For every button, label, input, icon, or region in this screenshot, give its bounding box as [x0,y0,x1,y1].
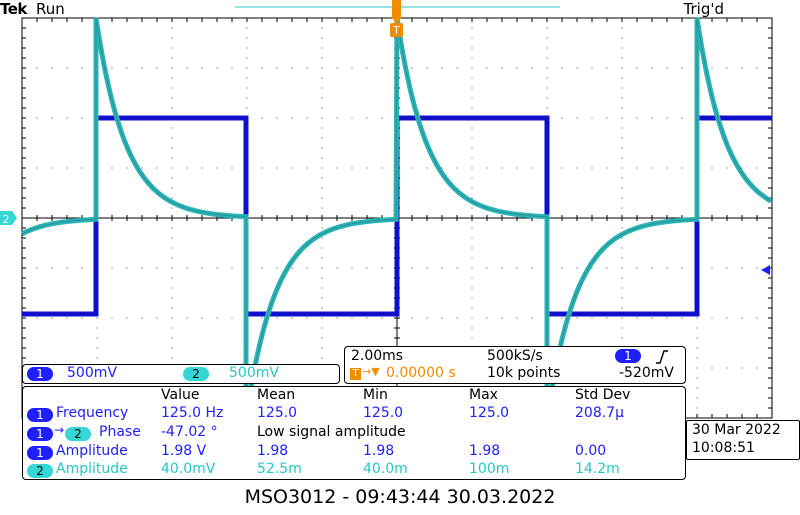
meas-row1-mean: 125.0 [257,405,298,421]
trigger-position-marker[interactable]: T [390,0,403,37]
meas-row4-min: 40.0m [363,461,408,477]
timebase-box[interactable]: 2.00ms 500kS/s 1 T →▼ 0.00000 s 10k poin… [344,346,686,384]
meas-row4-max: 100m [469,461,510,477]
meas-row3-mean: 1.98 [257,443,289,459]
col-header-value: Value [161,387,200,403]
meas-row1-name: Frequency [56,405,129,421]
col-header-max: Max [469,387,498,403]
brand-logo: Tek [0,0,27,18]
meas-row3-std: 0.00 [575,443,607,459]
ch2-ground-marker[interactable]: 2 [0,211,17,226]
ch1-badge[interactable]: 1 [27,367,53,381]
channel-scale-box[interactable]: 1 500mV 2 500mV [22,364,340,384]
meas-row1-min: 125.0 [363,405,404,421]
record-length: 10k points [487,365,561,381]
ch2-ground-label: 2 [3,213,10,226]
meas-row4-name: Amplitude [56,461,128,477]
meas-row3-ch[interactable]: 1 [27,446,53,460]
date-display: 30 Mar 2022 [692,422,781,438]
meas-row1-value: 125.0 Hz [161,405,224,421]
trigger-pos-icon: T [350,368,361,380]
ch2-waveform-core [21,17,772,419]
arrow-right-icon: → [54,423,65,437]
meas-row1-std: 208.7µ [575,405,624,421]
measurement-panel[interactable]: Value Mean Min Max Std Dev 1 Frequency 1… [22,386,686,480]
trigger-source-badge[interactable]: 1 [615,349,641,363]
trigger-position: 0.00000 s [386,365,456,381]
sample-rate: 500kS/s [487,348,543,364]
meas-row4-std: 14.2m [575,461,620,477]
meas-row3-name: Amplitude [56,443,128,459]
run-state: Run [36,0,65,18]
meas-row3-min: 1.98 [363,443,395,459]
meas-row2-ch2[interactable]: 2 [65,427,91,441]
trigger-level: -520mV [619,365,674,381]
ch1-scale: 500mV [67,365,117,381]
meas-row3-value: 1.98 V [161,443,207,459]
col-header-min: Min [363,387,388,403]
meas-row2-ch[interactable]: 1 [27,427,53,441]
meas-row2-note: Low signal amplitude [257,424,406,440]
ch2-badge[interactable]: 2 [183,367,209,381]
meas-row3-max: 1.98 [469,443,501,459]
meas-row2-name: Phase [99,424,141,440]
col-header-mean: Mean [257,387,296,403]
rising-edge-icon [656,350,668,364]
meas-row4-ch[interactable]: 2 [27,464,53,478]
trigger-marker-label: T [392,24,400,37]
arrow-icon: →▼ [362,365,380,378]
trigger-level-arrow-icon[interactable] [761,265,770,275]
trigger-status: Trig'd [683,0,724,18]
ch2-scale: 500mV [229,365,279,381]
instrument-footer: MSO3012 - 09:43:44 30.03.2022 [244,486,556,508]
meas-row4-mean: 52.5m [257,461,302,477]
meas-row4-value: 40.0mV [161,461,216,477]
col-header-stddev: Std Dev [575,387,631,403]
meas-row1-ch[interactable]: 1 [27,408,53,422]
datetime-box: 30 Mar 2022 10:08:51 [686,420,800,460]
time-display: 10:08:51 [692,440,755,456]
meas-row2-value: -47.02 ° [161,424,218,440]
time-per-div: 2.00ms [351,348,404,364]
meas-row1-max: 125.0 [469,405,510,421]
